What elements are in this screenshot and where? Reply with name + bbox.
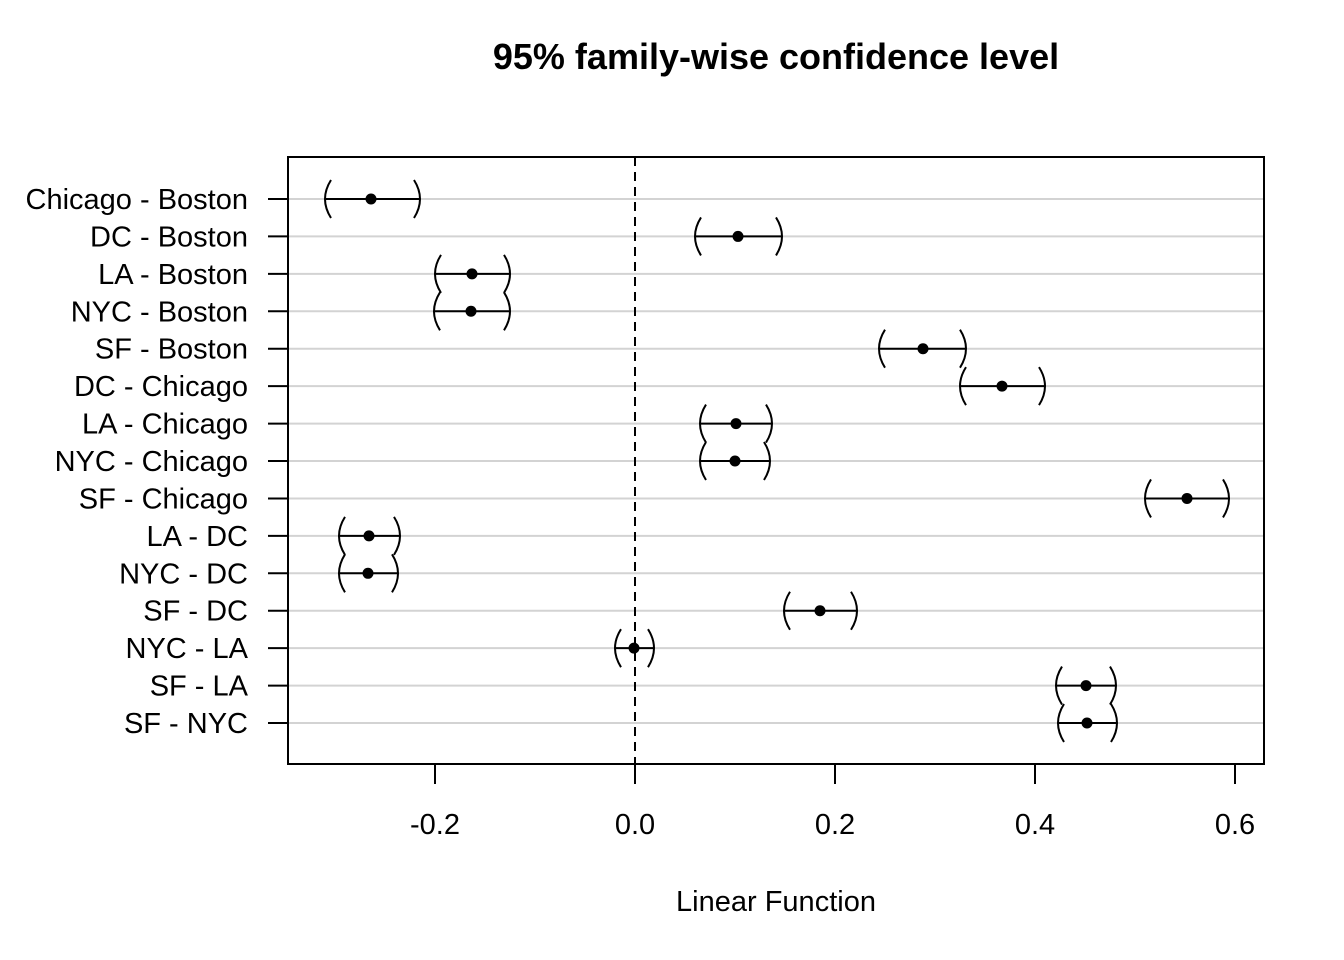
category-label: LA - Chicago (82, 409, 248, 441)
interval-upper-bracket (850, 591, 858, 631)
interval-lower-bracket (699, 404, 707, 444)
interval-lower-bracket (1057, 703, 1065, 743)
interval-lower-bracket (614, 628, 622, 668)
category-label: SF - NYC (124, 708, 248, 740)
estimate-point (1080, 680, 1092, 692)
x-tick-label: 0.4 (1015, 809, 1055, 841)
estimate-point (729, 455, 741, 467)
estimate-point (1181, 492, 1193, 504)
x-tick-label: 0.2 (815, 809, 855, 841)
estimate-point (365, 193, 377, 205)
interval-upper-bracket (413, 179, 421, 219)
interval-lower-bracket (324, 179, 332, 219)
estimate-point (628, 642, 640, 654)
interval-upper-bracket (393, 516, 401, 556)
estimate-point (465, 305, 477, 317)
interval-upper-bracket (765, 404, 773, 444)
category-label: NYC - DC (119, 558, 248, 590)
interval-lower-bracket (1144, 478, 1152, 518)
category-label: SF - Boston (95, 334, 248, 366)
estimate-point (732, 230, 744, 242)
estimate-point (362, 567, 374, 579)
x-tick-label: 0.6 (1215, 809, 1255, 841)
category-label: SF - DC (143, 596, 248, 628)
interval-upper-bracket (503, 254, 511, 294)
interval-lower-bracket (878, 329, 886, 369)
estimate-point (1081, 717, 1093, 729)
interval-upper-bracket (391, 553, 399, 593)
interval-lower-bracket (959, 366, 967, 406)
interval-upper-bracket (763, 441, 771, 481)
category-label: NYC - Chicago (55, 446, 248, 478)
estimate-point (917, 343, 929, 355)
interval-upper-bracket (1038, 366, 1046, 406)
category-label: NYC - LA (126, 633, 249, 665)
interval-upper-bracket (1222, 478, 1230, 518)
interval-lower-bracket (694, 216, 702, 256)
category-label: SF - LA (150, 671, 249, 703)
interval-lower-bracket (434, 254, 442, 294)
chart-title: 95% family-wise confidence level (493, 36, 1059, 77)
category-label: NYC - Boston (71, 296, 248, 328)
category-label: LA - Boston (98, 259, 248, 291)
category-label: LA - DC (146, 521, 248, 553)
interval-lower-bracket (699, 441, 707, 481)
y-axis: Chicago - Boston DC - Boston LA - Boston NY… (26, 184, 288, 740)
interval-lower-bracket (783, 591, 791, 631)
interval-upper-bracket (959, 329, 967, 369)
estimate-point (466, 268, 478, 280)
category-label: Chicago - Boston (26, 184, 248, 216)
estimate-point (996, 380, 1008, 392)
category-label: SF - Chicago (79, 483, 248, 515)
interval-upper-bracket (503, 291, 511, 331)
interval-lower-bracket (338, 553, 346, 593)
x-tick-label: -0.2 (410, 809, 460, 841)
x-axis: -0.2 0.0 0.2 0.4 0.6 (410, 763, 1255, 841)
x-axis-title: Linear Function (676, 886, 876, 918)
estimate-point (730, 418, 742, 430)
estimate-point (814, 605, 826, 617)
interval-upper-bracket (775, 216, 783, 256)
interval-upper-bracket (1109, 666, 1117, 706)
interval-upper-bracket (647, 628, 655, 668)
interval-lower-bracket (433, 291, 441, 331)
interval-marks (324, 179, 1230, 743)
interval-lower-bracket (338, 516, 346, 556)
category-label: DC - Chicago (74, 371, 248, 403)
interval-upper-bracket (1110, 703, 1118, 743)
category-label: DC - Boston (90, 221, 248, 253)
x-tick-label: 0.0 (615, 809, 655, 841)
interval-lower-bracket (1055, 666, 1063, 706)
estimate-point (363, 530, 375, 542)
